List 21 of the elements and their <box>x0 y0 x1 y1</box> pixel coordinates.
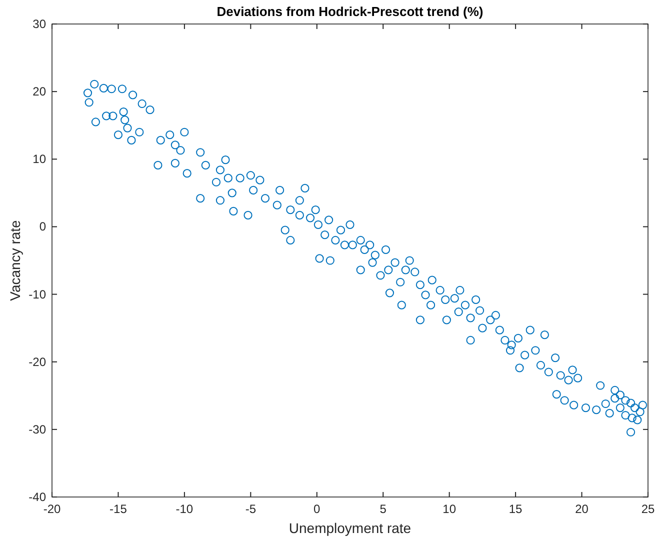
x-axis-title: Unemployment rate <box>288 520 412 536</box>
y-tick-label: 10 <box>32 152 46 166</box>
x-tick-label: 25 <box>641 502 655 516</box>
x-tick-label: 20 <box>575 502 589 516</box>
x-tick-label: 0 <box>314 502 321 516</box>
x-tick-label: 15 <box>508 502 523 516</box>
chart-title: Deviations from Hodrick-Prescott trend (%) <box>216 4 484 19</box>
y-tick-label: -40 <box>28 490 46 504</box>
y-axis-title: Vacancy rate <box>7 220 23 301</box>
x-tick-label: -5 <box>245 502 256 516</box>
x-tick-label: -20 <box>43 502 61 516</box>
y-tick-label: 20 <box>32 84 46 99</box>
x-tick-label: -10 <box>176 502 194 516</box>
y-tick-label: 0 <box>39 220 46 234</box>
y-tick-label: -30 <box>28 422 46 436</box>
x-tick-label: -15 <box>110 502 128 516</box>
y-tick-label: -10 <box>28 287 46 302</box>
x-tick-label: 10 <box>442 502 456 516</box>
y-tick-label: 30 <box>32 17 46 31</box>
y-tick-label: -20 <box>28 354 46 369</box>
x-tick-label: 5 <box>380 502 387 516</box>
